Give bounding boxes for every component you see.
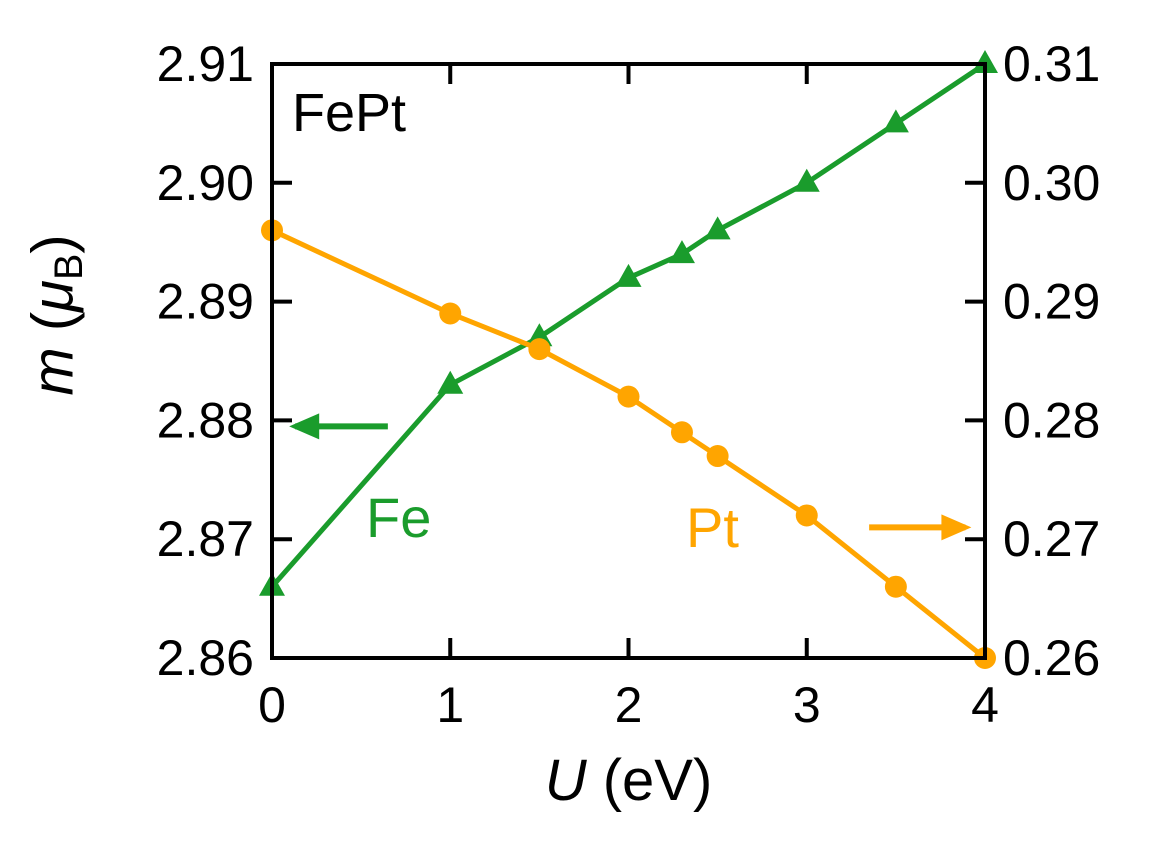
pt-marker bbox=[528, 338, 551, 361]
mu-symbol: μ bbox=[20, 280, 86, 312]
y-axis-open-paren: ( bbox=[20, 311, 86, 348]
x-tick-label: 2 bbox=[615, 677, 643, 733]
pt-arrow-head bbox=[941, 514, 972, 541]
right-tick-label: 0.31 bbox=[1003, 36, 1100, 92]
fe-marker bbox=[882, 109, 909, 133]
y-axis-variable: m bbox=[20, 347, 86, 396]
left-tick-label: 2.91 bbox=[157, 36, 254, 92]
x-axis-unit: (eV) bbox=[586, 748, 713, 813]
fe-arrow-head bbox=[289, 413, 320, 440]
right-tick-label: 0.29 bbox=[1003, 274, 1100, 330]
right-tick-label: 0.27 bbox=[1003, 511, 1100, 567]
chart-title: FePt bbox=[292, 83, 407, 143]
left-tick-label: 2.87 bbox=[157, 511, 254, 567]
x-tick-label: 3 bbox=[793, 677, 821, 733]
fe-marker bbox=[972, 50, 998, 73]
y-axis-close-paren: ) bbox=[20, 234, 86, 254]
x-tick-label: 4 bbox=[971, 677, 999, 733]
x-axis-variable: U bbox=[544, 748, 587, 813]
x-axis-label: U (eV) bbox=[272, 752, 985, 810]
pt-series-label: Pt bbox=[686, 496, 739, 559]
pt-marker bbox=[670, 421, 693, 444]
pt-marker bbox=[706, 445, 729, 468]
pt-line bbox=[270, 228, 987, 660]
fe-marker bbox=[437, 370, 464, 394]
pt-marker bbox=[884, 575, 907, 598]
fe-marker bbox=[615, 263, 642, 287]
mu-subscript-B: B bbox=[47, 253, 92, 281]
fe-marker bbox=[793, 168, 820, 192]
plot-border bbox=[270, 62, 987, 660]
right-tick-label: 0.30 bbox=[1003, 155, 1100, 211]
pt-marker bbox=[439, 302, 462, 325]
left-tick-label: 2.86 bbox=[157, 630, 254, 686]
fe-marker bbox=[668, 240, 695, 264]
right-tick-label: 0.26 bbox=[1003, 630, 1100, 686]
right-tick-label: 0.28 bbox=[1003, 392, 1100, 448]
pt-marker bbox=[617, 385, 640, 408]
x-tick-label: 0 bbox=[258, 677, 286, 733]
left-tick-label: 2.90 bbox=[157, 155, 254, 211]
left-tick-label: 2.89 bbox=[157, 274, 254, 330]
left-tick-label: 2.88 bbox=[157, 392, 254, 448]
fe-marker bbox=[704, 216, 731, 240]
pt-marker bbox=[795, 504, 818, 527]
fe-series-label: Fe bbox=[366, 486, 432, 549]
x-tick-label: 1 bbox=[436, 677, 464, 733]
y-axis-label: m (μB) bbox=[20, 234, 92, 395]
